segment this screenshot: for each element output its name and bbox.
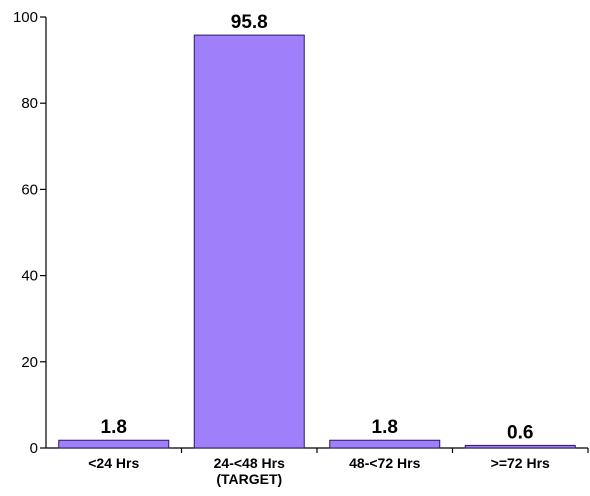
data-label: 1.8 (372, 417, 398, 438)
x-tick-label-line: <24 Hrs (88, 455, 139, 471)
data-label: 95.8 (231, 12, 268, 33)
y-tick-label: 0 (30, 440, 38, 457)
y-tick-label: 40 (21, 268, 38, 285)
y-axis: 0 20 40 60 80 100 (13, 9, 47, 457)
data-label: 0.6 (507, 422, 533, 443)
data-label: 1.8 (101, 417, 127, 438)
bar (329, 439, 441, 449)
x-tick-label-line: 48-<72 Hrs (349, 455, 420, 471)
x-tick-label-line: 24-<48 Hrs (214, 455, 285, 471)
y-tick-label: 20 (21, 354, 38, 371)
x-tick-label-line: >=72 Hrs (491, 455, 550, 471)
y-tick-label: 100 (13, 9, 38, 26)
bar (464, 444, 576, 449)
x-tick-label: 48-<72 Hrs (349, 455, 420, 471)
data-labels: 1.8 95.8 1.8 0.6 (101, 12, 534, 443)
y-tick-label: 80 (21, 95, 38, 112)
x-tick-label: >=72 Hrs (491, 455, 550, 471)
x-axis: <24 Hrs 24-<48 Hrs (TARGET) 48-<72 Hrs >=72 … (46, 447, 589, 487)
x-tick-label: 24-<48 Hrs (TARGET) (214, 455, 285, 487)
bar (193, 34, 305, 449)
bar (58, 439, 170, 449)
x-tick-label-line: (TARGET) (216, 471, 282, 487)
bars (58, 34, 576, 449)
y-tick-label: 60 (21, 181, 38, 198)
x-tick-label: <24 Hrs (88, 455, 139, 471)
